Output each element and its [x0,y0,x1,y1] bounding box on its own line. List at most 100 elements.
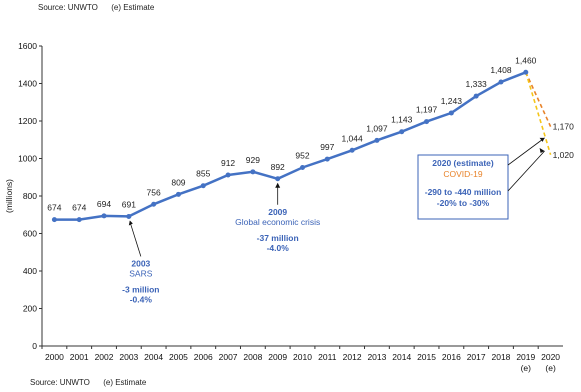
data-label: 1,197 [416,105,438,115]
data-point [523,69,529,75]
x-tick-label: 2020 [541,352,560,362]
annotation-crisis-line2: -4.0% [267,243,290,253]
y-tick-labels: 0 200 400 600 800 1000 1200 1400 1600 [18,41,42,351]
x-tick-sublabel: (e) [521,363,532,373]
annotation-covid-title: 2020 (estimate) [432,158,494,168]
data-label: 674 [72,203,86,213]
data-point [448,110,454,116]
annotation-sars-title: 2003 [131,258,150,268]
annotation-crisis-line1: -37 million [257,233,299,243]
data-point [51,217,57,223]
x-tick-sublabel: (e) [545,363,556,373]
projection-label: 1,020 [553,150,575,160]
projection-label: 1,170 [553,122,575,132]
y-tick-label: 400 [23,266,37,276]
data-label: 912 [221,158,235,168]
data-point [151,201,157,207]
x-tick-label: 2014 [392,352,411,362]
data-point [225,172,231,178]
annotation-covid-subtitle: COVID-19 [443,169,482,179]
data-point [175,191,181,197]
y-tick-label: 0 [32,341,37,351]
projection-line [525,72,552,155]
y-axis-label: (millions) [4,179,14,213]
x-tick-label: 2019 [516,352,535,362]
data-label: 809 [171,177,185,187]
x-tick-label: 2016 [442,352,461,362]
data-label: 691 [122,199,136,209]
data-label: 997 [320,142,334,152]
data-label: 1,333 [466,79,488,89]
x-tick-label: 2000 [45,352,64,362]
annotation-arrowhead [539,148,545,153]
y-tick-label: 800 [23,191,37,201]
x-tick-label: 2008 [243,352,262,362]
projection-line [525,71,552,127]
data-label: 1,408 [490,65,512,75]
data-label: 1,460 [515,55,537,65]
annotation-arrow-line [129,221,142,257]
x-tick-label: 2017 [467,352,486,362]
data-point [200,183,206,189]
annotation-arrow-line [507,150,545,192]
y-tick-label: 1600 [18,41,37,51]
x-tick-label: 2007 [219,352,238,362]
data-label: 1,097 [366,123,388,133]
data-label: 1,143 [391,115,413,125]
annotation-crisis-title: 2009 [268,207,287,217]
x-tick-label: 2001 [70,352,89,362]
data-point [250,169,256,175]
x-tick-label: 2004 [144,352,163,362]
annotation-sars-line2: -0.4% [130,294,153,304]
data-point [300,165,305,170]
annotation-arrowhead [275,182,281,188]
data-label: 674 [47,203,61,213]
data-label: 756 [147,187,161,197]
projection-lines: 1,170 1,020 [525,71,575,160]
y-tick-label: 200 [23,304,37,314]
x-tick-label: 2013 [367,352,386,362]
x-tick-label: 2002 [95,352,114,362]
data-label: 892 [271,162,285,172]
annotation-covid-box [417,154,509,220]
data-label: 952 [295,151,309,161]
x-tick-label: 2018 [492,352,511,362]
x-tick-label: 2003 [119,352,138,362]
data-point [374,137,380,143]
annotation-sars-line1: -3 million [122,284,159,294]
y-tick-label: 1200 [18,116,37,126]
data-point [473,93,479,99]
x-tick-label: 2010 [293,352,312,362]
annotation-covid-line1: -290 to -440 million [425,187,502,197]
annotation-covid-line2: -20% to -30% [437,198,490,208]
x-tick-label: 2015 [417,352,436,362]
x-tick-label: 2006 [194,352,213,362]
data-point [76,217,82,223]
data-point [275,176,281,182]
y-tick-label: 1000 [18,154,37,164]
data-point [126,213,132,219]
data-point [101,213,107,219]
data-point [399,129,405,135]
data-label: 694 [97,199,111,209]
data-label: 1,044 [341,133,363,143]
annotation-arrowhead [539,137,545,142]
annotation-sars-subtitle: SARS [129,268,152,278]
data-point [498,79,504,85]
annotation-arrow-line [507,137,545,166]
data-point [424,119,430,125]
data-points [51,69,529,223]
data-point [349,147,355,153]
source-note-top: Source: UNWTO (e) Estimate [38,3,155,12]
x-tick-label: 2012 [343,352,362,362]
x-tick-labels: 2000 2001 2002 2003 2004 2005 2006 2007 2008 2009… [41,346,560,373]
data-label: 929 [246,155,260,165]
series-line [54,71,527,221]
x-tick-label: 2005 [169,352,188,362]
data-labels: 674 674 694 691 756 809 855 912 929 892 952 997 1,04… [47,55,536,212]
x-tick-label: 2009 [268,352,287,362]
y-tick-label: 600 [23,229,37,239]
source-note-bottom: Source: UNWTO (e) Estimate [30,378,147,387]
data-label: 855 [196,169,210,179]
